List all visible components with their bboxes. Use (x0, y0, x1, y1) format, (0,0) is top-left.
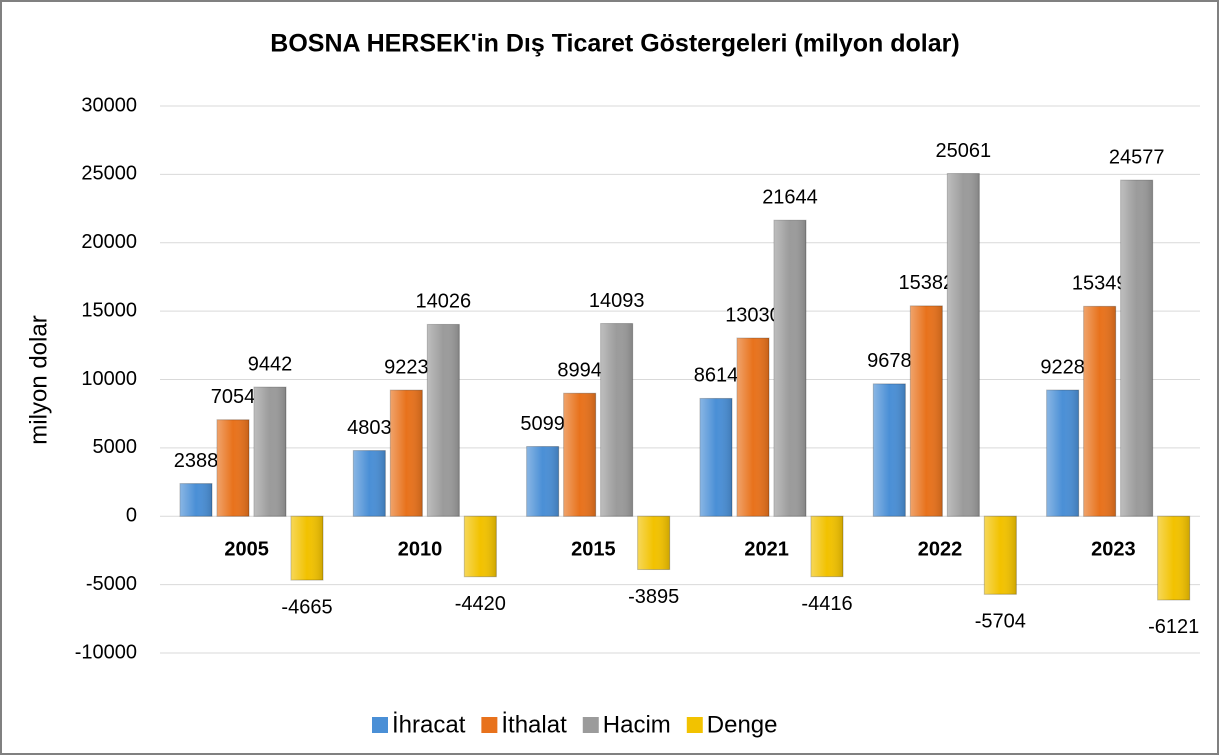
data-label: 15349 (1072, 273, 1128, 295)
data-label: -4420 (455, 593, 506, 615)
data-label: 24577 (1109, 146, 1165, 168)
x-tick-label: 2005 (224, 539, 269, 561)
data-label: -4416 (801, 593, 852, 615)
bar-shine (737, 338, 769, 517)
data-label: 9223 (384, 356, 429, 378)
bar-shine (254, 387, 286, 517)
chart-title: BOSNA HERSEK'in Dış Ticaret Göstergeleri… (270, 30, 959, 58)
data-label: 21644 (762, 187, 818, 209)
bar-shine (600, 323, 633, 517)
data-label: 14026 (416, 291, 472, 313)
bar-shine (464, 516, 497, 577)
data-label: 9442 (248, 353, 293, 375)
bar-shine (1157, 516, 1190, 600)
bar-shine (947, 173, 980, 517)
data-label: 9228 (1040, 356, 1085, 378)
y-tick-label: -5000 (86, 573, 137, 595)
bar-shine (526, 446, 559, 517)
y-tick-label: 10000 (81, 368, 137, 390)
bar-shine (910, 305, 943, 517)
data-label: 7054 (211, 386, 256, 408)
bar-shine (811, 516, 843, 577)
data-label: 8994 (557, 360, 602, 382)
bar-shine (774, 220, 806, 517)
y-axis-label: milyon dolar (25, 315, 52, 444)
bar-shine (700, 398, 732, 517)
legend-label: Denge (707, 711, 778, 738)
data-label: -4665 (281, 596, 332, 618)
x-tick-label: 2023 (1091, 539, 1136, 561)
bar-shine (1083, 306, 1116, 517)
data-label: 4803 (347, 417, 392, 439)
x-tick-label: 2021 (744, 539, 789, 561)
data-label: 15382 (899, 272, 955, 294)
data-label: 13030 (725, 304, 781, 326)
data-label: -6121 (1148, 616, 1199, 638)
x-tick-label: 2015 (571, 539, 616, 561)
bar-shine (291, 516, 323, 581)
y-tick-label: -10000 (75, 641, 137, 663)
y-tick-label: 0 (126, 505, 137, 527)
x-tick-label: 2022 (918, 539, 963, 561)
legend-label: İhracat (392, 711, 466, 738)
bar-shine (984, 516, 1017, 595)
legend-swatch (686, 717, 703, 733)
y-tick-label: 30000 (81, 94, 137, 116)
legend-swatch (481, 717, 498, 733)
bar-shine (390, 390, 423, 517)
legend-swatch (372, 717, 388, 733)
data-label: 8614 (694, 365, 739, 387)
data-label: 9678 (867, 350, 912, 372)
legend-label: Hacim (603, 711, 671, 738)
bar-shine (353, 450, 386, 517)
data-label: 14093 (589, 290, 645, 312)
y-tick-label: 5000 (93, 436, 138, 458)
data-label: -3895 (628, 586, 679, 608)
data-label: 5099 (520, 413, 565, 435)
bar-shine (427, 324, 460, 517)
bar-shine (1046, 390, 1079, 517)
bar-shine (563, 393, 596, 517)
data-label: 25061 (936, 140, 992, 162)
bar-shine (637, 516, 670, 570)
legend-label: İthalat (501, 711, 567, 738)
legend-swatch (582, 717, 599, 733)
bar-shine (873, 383, 906, 517)
data-label: -5704 (975, 611, 1026, 633)
bar-shine (1120, 180, 1153, 517)
x-tick-label: 2010 (398, 539, 443, 561)
bar-shine (217, 419, 249, 517)
data-label: 2388 (174, 450, 219, 472)
bar-shine (180, 483, 212, 517)
y-tick-label: 25000 (81, 163, 137, 185)
y-tick-label: 20000 (81, 231, 137, 253)
y-tick-label: 15000 (81, 299, 137, 321)
